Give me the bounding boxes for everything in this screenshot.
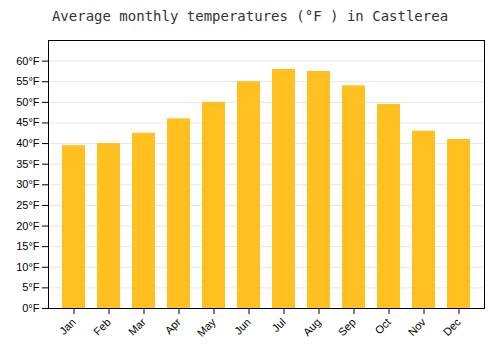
svg-text:55°F: 55°F bbox=[16, 75, 40, 87]
svg-text:15°F: 15°F bbox=[16, 240, 40, 252]
svg-text:30°F: 30°F bbox=[16, 178, 40, 190]
svg-text:Aug: Aug bbox=[301, 316, 323, 338]
svg-text:25°F: 25°F bbox=[16, 199, 40, 211]
svg-text:Jul: Jul bbox=[269, 316, 287, 334]
svg-text:50°F: 50°F bbox=[16, 96, 40, 108]
svg-text:Apr: Apr bbox=[162, 316, 183, 337]
svg-text:0°F: 0°F bbox=[22, 302, 40, 314]
svg-text:Feb: Feb bbox=[91, 316, 113, 338]
svg-text:Sep: Sep bbox=[336, 316, 358, 338]
svg-text:60°F: 60°F bbox=[16, 55, 40, 67]
svg-text:Nov: Nov bbox=[406, 315, 429, 338]
svg-text:40°F: 40°F bbox=[16, 137, 40, 149]
svg-text:20°F: 20°F bbox=[16, 220, 40, 232]
svg-text:Jun: Jun bbox=[232, 316, 253, 337]
svg-text:5°F: 5°F bbox=[22, 281, 40, 293]
svg-text:10°F: 10°F bbox=[16, 261, 40, 273]
html-text:Average monthly temperatures (: Average monthly temperatures (°F ) in Ca… bbox=[51, 8, 449, 24]
svg-text:35°F: 35°F bbox=[16, 158, 40, 170]
svg-text:Oct: Oct bbox=[372, 316, 393, 337]
svg-text:45°F: 45°F bbox=[16, 116, 40, 128]
svg-text:Mar: Mar bbox=[126, 316, 148, 338]
svg-text:May: May bbox=[195, 315, 219, 339]
svg-text:Jan: Jan bbox=[57, 316, 78, 337]
svg-text:Dec: Dec bbox=[441, 315, 464, 338]
